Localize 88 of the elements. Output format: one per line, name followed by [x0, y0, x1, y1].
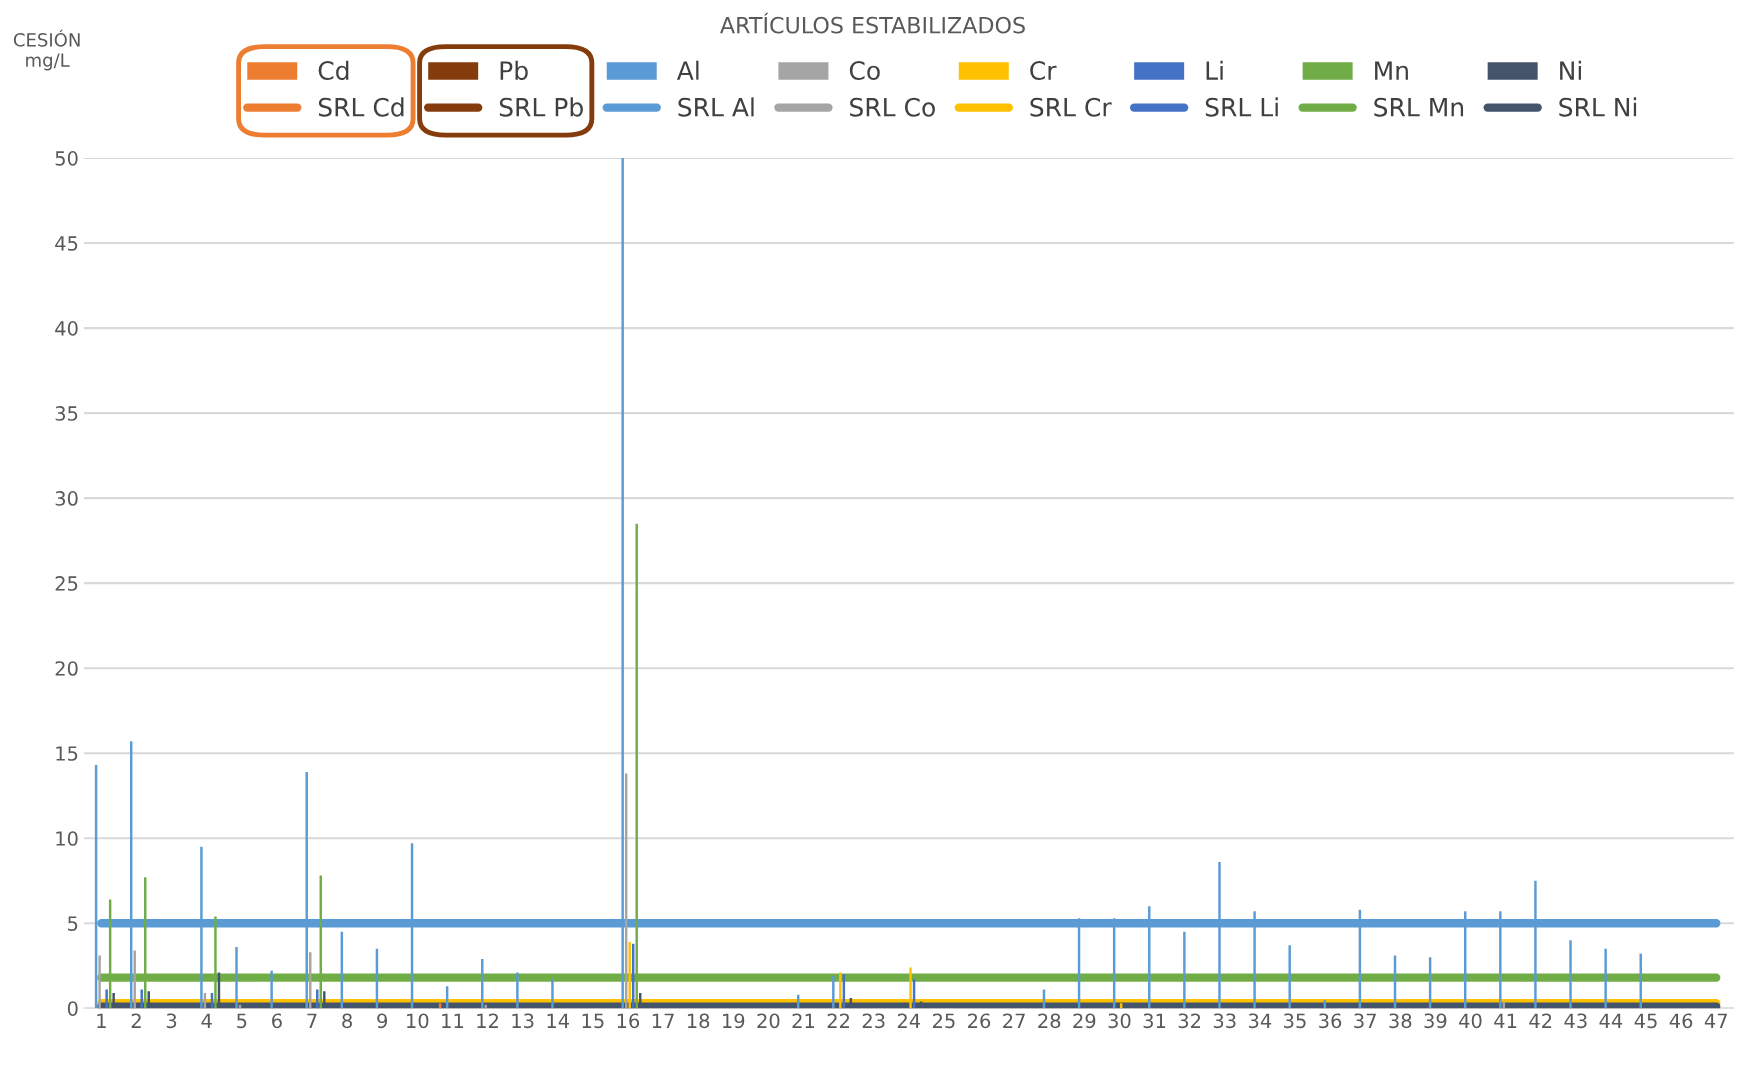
legend-label: Ni	[1560, 60, 1581, 80]
y-tick-label: 40	[55, 321, 78, 336]
legend-label: SRL Cd	[318, 97, 404, 117]
y-tick-label: 15	[56, 746, 78, 761]
y-tick-label: 10	[56, 831, 78, 846]
x-tick-label: 1	[97, 1013, 106, 1028]
x-tick-label: 26	[968, 1013, 991, 1029]
x-tick-label: 8	[342, 1013, 352, 1029]
x-tick-label: 5	[237, 1013, 247, 1029]
legend-label: Pb	[500, 60, 528, 80]
legend-label: Co	[849, 61, 880, 80]
y-tick-label: 35	[55, 406, 78, 421]
legend-label: SRL Pb	[499, 97, 583, 117]
legend-label: SRL Cr	[1030, 97, 1112, 117]
y-tick-label: 25	[55, 576, 78, 591]
x-tick-label: 35	[1284, 1013, 1306, 1029]
x-tick-label: 31	[1143, 1013, 1166, 1029]
x-tick-label: 44	[1599, 1013, 1623, 1028]
legend-label: Cr	[1030, 61, 1057, 80]
bar	[1288, 945, 1291, 1009]
x-tick-label: 45	[1634, 1013, 1657, 1029]
bar	[133, 950, 136, 1009]
y-tick-label: 50	[55, 151, 78, 166]
x-tick-label: 30	[1108, 1013, 1131, 1029]
y-axis-title: CESIÓN mg/L	[13, 29, 80, 71]
x-tick-label: 42	[1529, 1013, 1552, 1028]
x-tick-label: 43	[1564, 1013, 1587, 1029]
x-tick-label: 29	[1073, 1013, 1096, 1029]
x-tick-label: 20	[757, 1013, 780, 1029]
x-tick-label: 40	[1459, 1013, 1482, 1029]
legend-label: SRL Li	[1205, 97, 1278, 117]
x-tick-label: 39	[1424, 1013, 1447, 1029]
y-tick-label: 30	[55, 491, 78, 506]
x-tick-label: 14	[547, 1013, 570, 1028]
y-tick-label: 5	[68, 916, 78, 931]
bar	[516, 972, 519, 1009]
bar	[1569, 940, 1572, 1009]
bar	[832, 975, 835, 1009]
x-tick-label: 41	[1494, 1013, 1517, 1028]
chart-title: ARTÍCULOS ESTABILIZADOS	[720, 12, 1025, 34]
x-tick-label: 17	[652, 1013, 674, 1028]
bar	[105, 989, 108, 1009]
x-tick-label: 9	[377, 1013, 388, 1029]
x-tick-label: 32	[1178, 1013, 1201, 1029]
x-tick-label: 37	[1354, 1013, 1376, 1029]
legend-label: SRL Mn	[1374, 97, 1464, 117]
x-tick-label: 11	[442, 1013, 463, 1028]
y-tick-label: 45	[55, 236, 78, 251]
x-tick-label: 24	[897, 1013, 921, 1028]
x-tick-label: 6	[272, 1013, 282, 1029]
x-tick-label: 15	[582, 1013, 604, 1029]
x-tick-label: 36	[1319, 1013, 1342, 1029]
x-tick-label: 3	[166, 1013, 177, 1029]
bar	[98, 955, 101, 1009]
bar	[1604, 948, 1607, 1009]
x-tick-label: 23	[862, 1013, 885, 1029]
x-tick-label: 18	[687, 1013, 710, 1029]
x-tick-label: 47	[1704, 1013, 1727, 1028]
legend-label: Cd	[318, 60, 349, 80]
x-tick-label: 12	[477, 1013, 498, 1028]
legend-label: Li	[1206, 60, 1223, 80]
x-tick-label: 22	[827, 1013, 850, 1028]
x-tick-label: 28	[1038, 1013, 1061, 1029]
x-tick-label: 16	[617, 1013, 640, 1029]
x-tick-label: 21	[792, 1013, 815, 1028]
x-tick-label: 46	[1669, 1013, 1693, 1029]
x-tick-label: 13	[512, 1013, 534, 1029]
legend-label: SRL Co	[850, 97, 935, 117]
bar	[551, 979, 554, 1009]
x-tick-label: 2	[131, 1013, 141, 1028]
y-tick-label: 20	[55, 661, 78, 676]
y-tick-label: 0	[67, 1001, 78, 1016]
x-tick-label: 27	[1003, 1013, 1025, 1028]
x-tick-label: 38	[1389, 1013, 1412, 1029]
x-tick-label: 4	[201, 1013, 212, 1028]
bar	[1183, 931, 1186, 1009]
legend-label: SRL Ni	[1559, 97, 1637, 117]
legend-label: SRL Al	[678, 97, 754, 117]
x-tick-label: 25	[932, 1013, 955, 1029]
x-tick-label: 10	[407, 1013, 429, 1029]
legend-label: Mn	[1375, 61, 1408, 80]
legend-label: Al	[676, 60, 699, 80]
bar	[270, 970, 273, 1009]
x-tick-label: 7	[307, 1013, 317, 1028]
x-tick-label: 34	[1248, 1013, 1272, 1029]
bar	[235, 947, 238, 1009]
x-tick-label: 19	[723, 1013, 745, 1029]
x-tick-label: 33	[1213, 1013, 1236, 1029]
